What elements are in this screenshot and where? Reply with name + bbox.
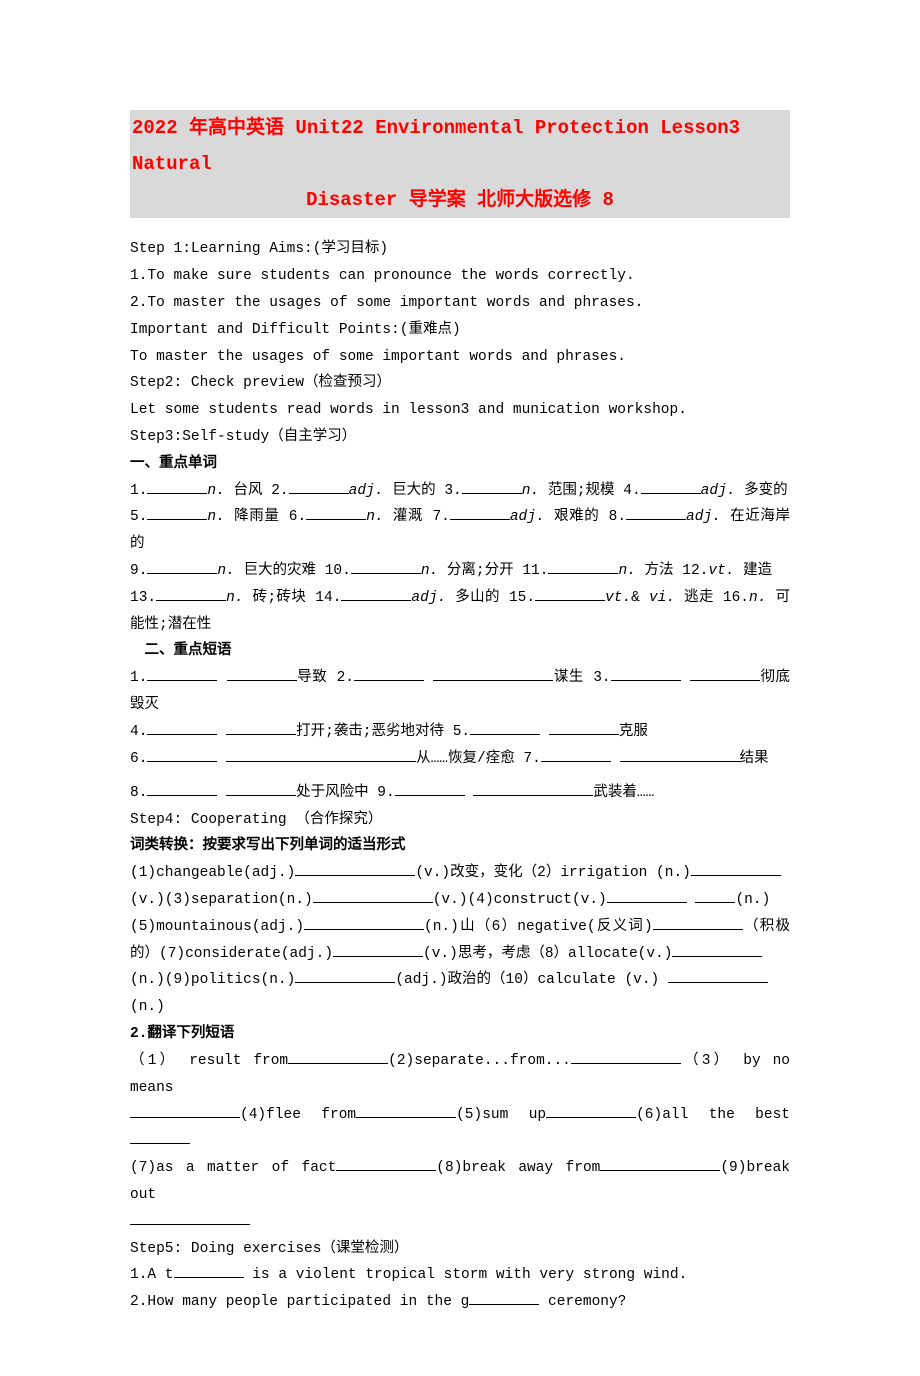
translate-row-4 bbox=[130, 1209, 790, 1236]
step3-heading: Step3:Self-study（自主学习） bbox=[130, 424, 790, 451]
blank bbox=[395, 780, 465, 796]
blank bbox=[690, 666, 760, 682]
blank bbox=[356, 1102, 456, 1118]
document-title: 2022 年高中英语 Unit22 Environmental Protecti… bbox=[130, 110, 790, 218]
translate-row-2: (4)flee from(5)sum up(6)all the best bbox=[130, 1102, 790, 1156]
spacer bbox=[130, 773, 790, 780]
blank bbox=[289, 478, 349, 494]
blank bbox=[548, 559, 618, 575]
blank bbox=[130, 1129, 190, 1145]
conversion-line-2: (v.)(3)separation(n.)(v.)(4)construct(v.… bbox=[130, 887, 790, 914]
blank bbox=[541, 746, 611, 762]
blank bbox=[341, 585, 411, 601]
step2-text: Let some students read words in lesson3 … bbox=[130, 397, 790, 424]
blank bbox=[469, 1290, 539, 1306]
phrases-heading: 二、重点短语 bbox=[130, 638, 790, 665]
step2-heading: Step2: Check preview（检查预习） bbox=[130, 370, 790, 397]
phrase-row-2: 4. 打开;袭击;恶劣地对待 5. 克服 bbox=[130, 719, 790, 746]
phrase-row-3: 6. 从……恢复/痊愈 7. 结果 bbox=[130, 746, 790, 773]
blank bbox=[546, 1102, 636, 1118]
important-points-heading: Important and Difficult Points:(重难点) bbox=[130, 317, 790, 344]
translate-row-1: （1） result from(2)separate...from...（3） … bbox=[130, 1048, 790, 1102]
document-page: 2022 年高中英语 Unit22 Environmental Protecti… bbox=[0, 0, 920, 1376]
blank bbox=[535, 585, 605, 601]
blank bbox=[174, 1263, 244, 1279]
exercise-1: 1.A t is a violent tropical storm with v… bbox=[130, 1262, 790, 1289]
blank bbox=[147, 505, 207, 521]
blank bbox=[147, 559, 217, 575]
translate-row-3: (7)as a matter of fact(8)break away from… bbox=[130, 1155, 790, 1209]
phrase-row-4: 8. 处于风险中 9. 武装着…… bbox=[130, 780, 790, 807]
blank bbox=[226, 746, 296, 762]
blank bbox=[226, 780, 296, 796]
blank bbox=[147, 746, 217, 762]
step1-item-1: 1.To make sure students can pronounce th… bbox=[130, 263, 790, 290]
vocab-row-3: 9.n. 巨大的灾难 10.n. 分离;分开 11.n. 方法 12.vt. 建… bbox=[130, 558, 790, 585]
blank bbox=[130, 1209, 250, 1225]
blank bbox=[549, 719, 619, 735]
blank bbox=[691, 861, 781, 877]
blank bbox=[695, 888, 735, 904]
conversion-line-4: (n.)(9)politics(n.)(adj.)政治的（10）calculat… bbox=[130, 967, 790, 994]
step5-heading: Step5: Doing exercises（课堂检测） bbox=[130, 1236, 790, 1263]
blank bbox=[147, 780, 217, 796]
blank bbox=[333, 941, 423, 957]
blank bbox=[607, 888, 687, 904]
vocab-row-1: 1.n. 台风 2.adj. 巨大的 3.n. 范围;规模 4.adj. 多变的 bbox=[130, 478, 790, 505]
translate-heading: 2.翻译下列短语 bbox=[130, 1021, 790, 1048]
important-points-text: To master the usages of some important w… bbox=[130, 344, 790, 371]
blank bbox=[653, 914, 743, 930]
blank bbox=[336, 1156, 436, 1172]
document-body: Step 1:Learning Aims:(学习目标) 1.To make su… bbox=[130, 236, 790, 1316]
blank bbox=[147, 478, 207, 494]
conversion-heading: 词类转换：按要求写出下列单词的适当形式 bbox=[130, 833, 790, 860]
blank bbox=[313, 888, 433, 904]
blank bbox=[304, 914, 424, 930]
blank bbox=[433, 666, 553, 682]
blank bbox=[295, 861, 415, 877]
blank bbox=[620, 746, 740, 762]
blank bbox=[611, 666, 681, 682]
blank bbox=[470, 719, 540, 735]
blank bbox=[295, 968, 395, 984]
phrase-row-1: 1. 导致 2. 谋生 3. 彻底毁灭 bbox=[130, 665, 790, 719]
blank bbox=[130, 1102, 240, 1118]
conversion-line-5: (n.) bbox=[130, 994, 790, 1021]
vocab-row-4: 13.n. 砖;砖块 14.adj. 多山的 15.vt.& vi. 逃走 16… bbox=[130, 585, 790, 639]
blank bbox=[147, 666, 217, 682]
blank bbox=[626, 505, 686, 521]
blank bbox=[156, 585, 226, 601]
step4-heading: Step4: Cooperating （合作探究） bbox=[130, 807, 790, 834]
blank bbox=[473, 780, 593, 796]
blank bbox=[296, 746, 416, 762]
blank bbox=[354, 666, 424, 682]
blank bbox=[147, 719, 217, 735]
exercise-2: 2.How many people participated in the g … bbox=[130, 1289, 790, 1316]
blank bbox=[672, 941, 762, 957]
blank bbox=[226, 719, 296, 735]
title-line-1: 2022 年高中英语 Unit22 Environmental Protecti… bbox=[130, 110, 790, 182]
blank bbox=[450, 505, 510, 521]
conversion-line-3: (5)mountainous(adj.)(n.)山（6）negative(反义词… bbox=[130, 914, 790, 968]
blank bbox=[351, 559, 421, 575]
title-line-2: Disaster 导学案 北师大版选修 8 bbox=[130, 182, 790, 218]
blank bbox=[668, 968, 768, 984]
blank bbox=[227, 666, 297, 682]
step1-heading: Step 1:Learning Aims:(学习目标) bbox=[130, 236, 790, 263]
blank bbox=[306, 505, 366, 521]
vocab-heading: 一、重点单词 bbox=[130, 451, 790, 478]
blank bbox=[600, 1156, 720, 1172]
vocab-row-2: 5.n. 降雨量 6.n. 灌溉 7.adj. 艰难的 8.adj. 在近海岸的 bbox=[130, 504, 790, 558]
blank bbox=[288, 1048, 388, 1064]
step1-item-2: 2.To master the usages of some important… bbox=[130, 290, 790, 317]
blank bbox=[462, 478, 522, 494]
conversion-line-1: (1)changeable(adj.)(v.)改变，变化（2）irrigatio… bbox=[130, 860, 790, 887]
blank bbox=[571, 1048, 681, 1064]
blank bbox=[641, 478, 701, 494]
